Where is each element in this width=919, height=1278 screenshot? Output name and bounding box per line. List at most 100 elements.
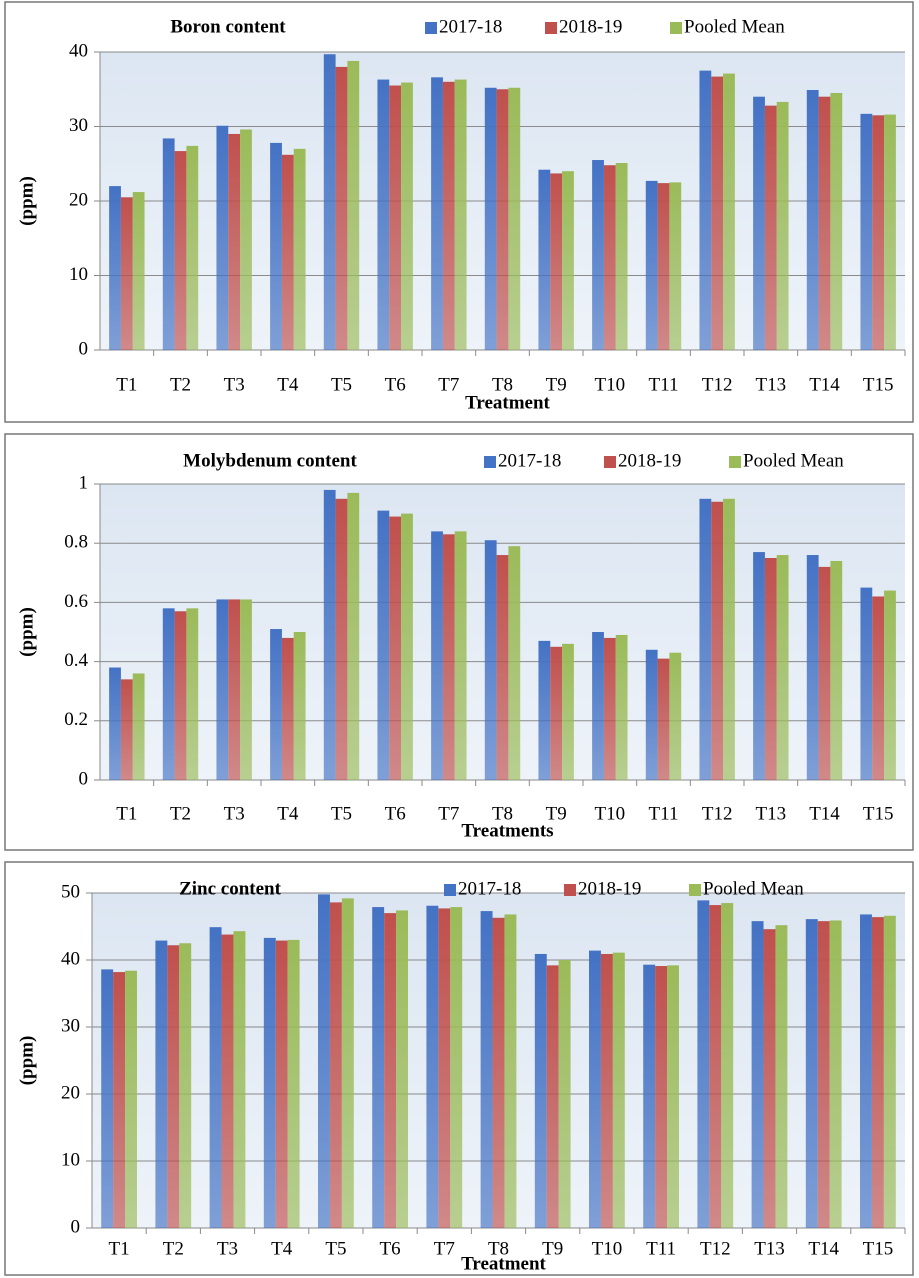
bar <box>667 965 679 1228</box>
bar <box>538 169 551 350</box>
bar <box>329 902 342 1228</box>
y-axis-title: (ppm) <box>16 176 37 226</box>
bar <box>883 915 896 1228</box>
x-tick-label: T13 <box>756 374 787 395</box>
bar <box>132 192 145 350</box>
bar <box>162 608 175 780</box>
bar <box>669 652 682 780</box>
x-tick-label: T15 <box>863 1238 894 1259</box>
y-tick-label: 0 <box>79 338 89 359</box>
bar <box>389 516 402 780</box>
x-tick-label: T3 <box>224 803 245 824</box>
bar <box>534 953 547 1228</box>
x-tick-label: T11 <box>649 374 679 395</box>
bar <box>884 114 896 350</box>
x-tick-label: T2 <box>163 1238 184 1259</box>
x-tick-label: T8 <box>492 374 513 395</box>
bar <box>347 60 360 350</box>
bar <box>496 555 509 780</box>
legend-label: 2017-18 <box>458 878 521 899</box>
bar <box>550 646 563 780</box>
bar <box>401 513 413 780</box>
y-tick-label: 30 <box>69 115 88 136</box>
bar <box>615 163 628 350</box>
bar <box>775 925 788 1228</box>
legend-label: 2018-19 <box>578 878 641 899</box>
bar <box>186 608 199 780</box>
bar <box>209 927 222 1228</box>
bar <box>884 590 896 780</box>
x-tick-label: T3 <box>217 1238 238 1259</box>
y-tick-label: 10 <box>69 264 88 285</box>
bar <box>377 510 390 780</box>
chart: 0 10 20 30 40 2017-18 2018-19 Pooled Mean T1 T2 T3… <box>4 1 914 423</box>
bar <box>426 905 439 1228</box>
x-tick-label: T1 <box>116 803 137 824</box>
legend-swatch <box>604 456 616 468</box>
x-tick-label: T1 <box>116 374 137 395</box>
bar <box>293 632 306 780</box>
bar <box>657 658 670 780</box>
bar <box>401 82 413 351</box>
bar <box>504 914 517 1228</box>
x-tick-label: T14 <box>809 803 840 824</box>
bar <box>721 903 734 1228</box>
bar <box>270 629 282 780</box>
chart: 0 0.2 0.4 0.6 0.8 1 2017-18 2018-19 Pooled Mean T… <box>4 433 914 851</box>
x-tick-label: T9 <box>546 803 567 824</box>
x-tick-label: T4 <box>271 1238 293 1259</box>
bar <box>287 939 300 1228</box>
x-tick-label: T6 <box>385 374 406 395</box>
x-axis-title: Treatment <box>465 392 550 413</box>
y-tick-label: 0.2 <box>64 709 88 730</box>
bar <box>167 945 180 1228</box>
bar <box>603 637 616 780</box>
bar <box>109 186 121 350</box>
x-tick-label: T11 <box>646 1238 676 1259</box>
y-tick-label: 20 <box>61 1082 80 1103</box>
bar <box>538 640 551 780</box>
y-tick-label: 0 <box>79 768 89 789</box>
bar <box>480 911 493 1228</box>
x-tick-label: T1 <box>109 1238 130 1259</box>
y-tick-label: 10 <box>61 1149 80 1170</box>
x-axis-title: Treatments <box>461 820 553 841</box>
x-tick-label: T15 <box>863 374 894 395</box>
bar <box>240 599 252 780</box>
bar <box>372 907 385 1228</box>
bar <box>697 900 710 1228</box>
bar <box>228 133 241 350</box>
bar <box>233 931 246 1228</box>
y-tick-label: 0.6 <box>64 591 88 612</box>
x-tick-label: T6 <box>385 803 406 824</box>
y-tick-label: 20 <box>69 189 88 210</box>
bar <box>113 972 126 1228</box>
y-tick-label: 50 <box>61 881 80 902</box>
bar <box>281 154 294 350</box>
bar <box>872 596 885 780</box>
bar <box>155 940 168 1228</box>
bar <box>669 182 682 350</box>
bar <box>454 531 467 780</box>
x-tick-label: T12 <box>702 374 733 395</box>
x-tick-label: T5 <box>325 1238 346 1259</box>
bar <box>335 66 348 351</box>
bar <box>323 489 336 780</box>
bar <box>562 171 574 350</box>
bar <box>125 970 137 1228</box>
y-tick-label: 0.4 <box>64 650 88 671</box>
x-tick-label: T5 <box>331 374 352 395</box>
bar <box>450 907 463 1228</box>
bar <box>817 921 830 1228</box>
bar <box>592 632 604 780</box>
x-tick-label: T8 <box>488 1238 509 1259</box>
x-tick-label: T11 <box>649 803 679 824</box>
bar <box>872 115 885 350</box>
bar <box>643 964 656 1228</box>
x-tick-label: T8 <box>492 803 513 824</box>
x-tick-label: T10 <box>595 374 626 395</box>
bar <box>174 611 187 780</box>
bar <box>711 501 724 780</box>
bar <box>657 183 670 350</box>
bar <box>508 546 521 780</box>
